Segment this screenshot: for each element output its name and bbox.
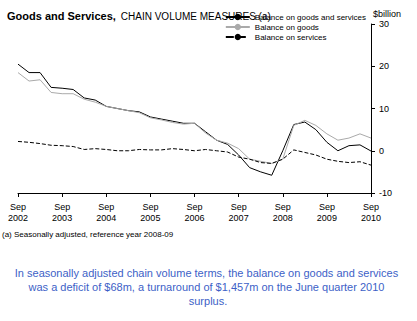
svg-text:10: 10 [379, 104, 389, 114]
svg-text:Sep: Sep [275, 202, 291, 212]
svg-text:0: 0 [379, 146, 384, 156]
svg-text:Balance on goods and services: Balance on goods and services [255, 13, 366, 22]
svg-text:Sep: Sep [10, 202, 26, 212]
svg-text:Sep: Sep [54, 202, 70, 212]
svg-text:In seasonally adjusted chain v: In seasonally adjusted chain volume term… [15, 267, 401, 279]
svg-text:2010: 2010 [361, 213, 381, 223]
svg-text:Sep: Sep [231, 202, 247, 212]
svg-text:2006: 2006 [184, 213, 204, 223]
svg-text:Sep: Sep [142, 202, 158, 212]
svg-text:2008: 2008 [273, 213, 293, 223]
svg-text:was a deficit of $68m, a turna: was a deficit of $68m, a turnaround of $… [28, 281, 388, 293]
svg-text:surplus.: surplus. [189, 295, 228, 307]
svg-text:$billion: $billion [373, 9, 401, 19]
svg-text:-10: -10 [379, 188, 392, 198]
svg-text:Sep: Sep [98, 202, 114, 212]
svg-text:Sep: Sep [186, 202, 202, 212]
svg-text:2007: 2007 [229, 213, 249, 223]
svg-text:(a) Seasonally adjusted, refer: (a) Seasonally adjusted, reference year … [2, 230, 174, 239]
svg-text:2009: 2009 [317, 213, 337, 223]
svg-text:CHAIN VOLUME MEASURES (a): CHAIN VOLUME MEASURES (a) [121, 11, 271, 22]
svg-text:2003: 2003 [52, 213, 72, 223]
svg-text:Goods and Services,: Goods and Services, [7, 10, 116, 22]
svg-text:30: 30 [379, 19, 389, 29]
svg-text:2004: 2004 [96, 213, 116, 223]
svg-text:20: 20 [379, 61, 389, 71]
svg-text:Balance on services: Balance on services [255, 33, 327, 42]
svg-text:Sep: Sep [363, 202, 379, 212]
svg-text:2002: 2002 [8, 213, 28, 223]
svg-text:Balance on goods: Balance on goods [255, 23, 319, 32]
svg-text:2005: 2005 [140, 213, 160, 223]
svg-text:Sep: Sep [319, 202, 335, 212]
